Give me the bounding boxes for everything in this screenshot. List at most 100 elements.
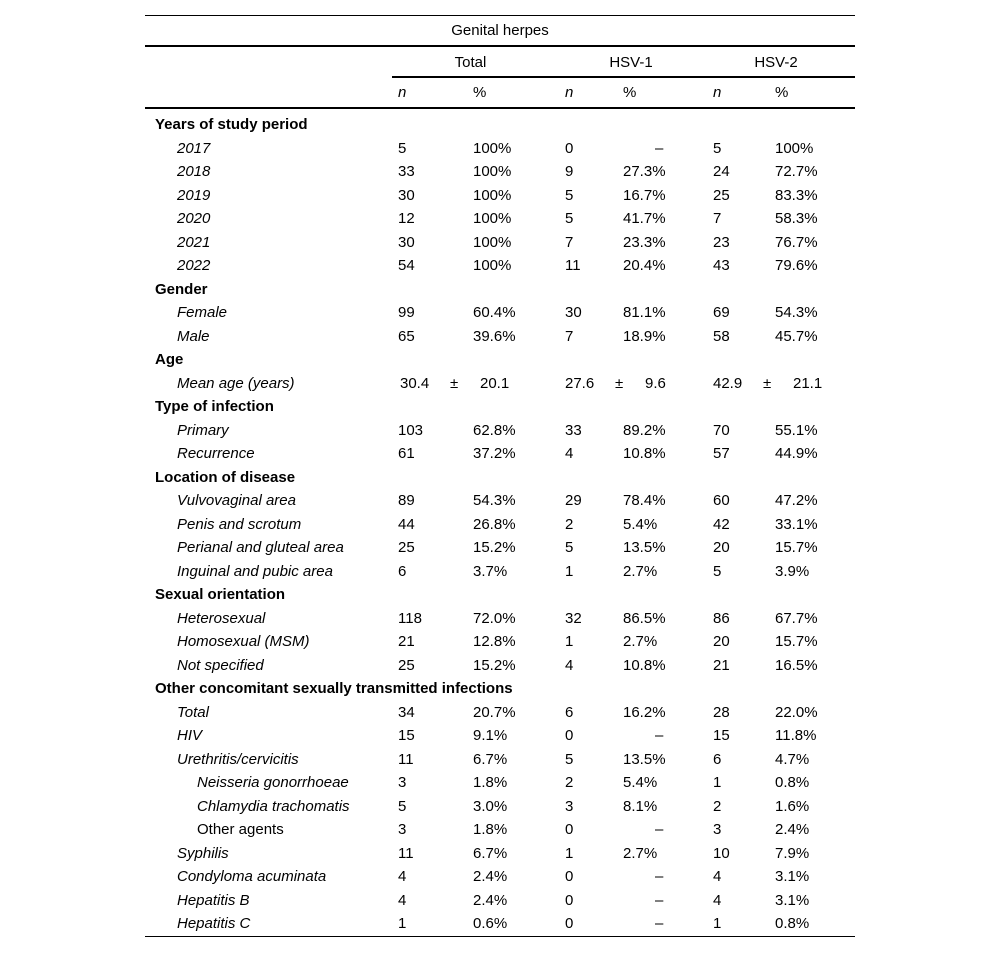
n-value: 20 [713,539,730,557]
study-characteristics-table: Genital herpes Total HSV-1 HSV-2 n % n %… [145,15,855,937]
pct-value: 41.7% [623,210,666,228]
n-value: 7 [565,233,574,251]
n-value: 5 [565,539,574,557]
pct-value: 16.5% [775,656,818,674]
row-label: 2017 [177,139,211,157]
section-row: Years of study period [145,113,855,137]
pct-value: 3.7% [473,562,508,580]
pct-value: 83.3% [775,186,818,204]
section-label: Other concomitant sexually transmitted i… [155,680,513,698]
n-value: 5 [713,562,722,580]
subheader-pct-total: % [473,84,487,101]
mean-value: 27.6 [565,374,595,392]
pct-value: 3.1% [775,868,810,886]
sd-value: 20.1 [480,374,510,392]
sd-value: 9.6 [645,374,666,392]
n-value: 1 [565,633,574,651]
pct-value: 6.7% [473,844,508,862]
mean-sd-pair: 42.9 ±21.1 [713,375,855,392]
pct-value: – [655,727,664,745]
pct-value: 16.2% [623,703,666,721]
mean-value: 30.4 [400,374,430,392]
n-value: 2 [565,774,574,792]
pct-value: 2.4% [473,891,508,909]
n-value: 6 [565,703,574,721]
row-label: Chlamydia trachomatis [197,797,350,815]
row-label: Homosexual (MSM) [177,633,310,651]
pct-value: 5.4% [623,515,658,533]
row-label: Female [177,304,228,322]
pct-value: 13.5% [623,539,666,557]
section-row: Type of infection [145,395,855,419]
n-value: 4 [713,868,722,886]
n-value: 7 [713,210,722,228]
pct-value: 54.3% [775,304,818,322]
n-value: 21 [713,656,730,674]
pct-value: 100% [473,186,512,204]
row-label: Inguinal and pubic area [177,562,333,580]
pct-value: 16.7% [623,186,666,204]
row-label: Heterosexual [177,609,266,627]
table-row: 2022 54 100% 11 20.4% 43 79.6% [145,254,855,278]
pct-value: 100% [473,257,512,275]
n-value: 86 [713,609,730,627]
row-label: Syphilis [177,844,229,862]
n-value: 25 [713,186,730,204]
n-value: 89 [398,492,415,510]
n-value: 30 [565,304,582,322]
section-row: Gender [145,278,855,302]
mean-sd-pair: 30.4 ±20.1 [392,375,565,392]
n-value: 23 [713,233,730,251]
n-value: 5 [713,139,722,157]
section-row: Sexual orientation [145,583,855,607]
table-row: Heterosexual 118 72.0% 32 86.5% 86 67.7% [145,607,855,631]
table-row: 2019 30 100% 5 16.7% 25 83.3% [145,184,855,208]
pct-value: 13.5% [623,750,666,768]
pct-value: 72.7% [775,163,818,181]
n-value: 20 [713,633,730,651]
pct-value: 5.4% [623,774,658,792]
pct-value: – [655,891,664,909]
pct-value: – [655,915,664,933]
n-value: 9 [565,163,574,181]
subheader-n-hsv1: n [565,84,574,101]
row-label: 2018 [177,163,211,181]
row-label: Neisseria gonorrhoeae [197,774,349,792]
table-row: Condyloma acuminata 4 2.4% 0 – 4 3.1% [145,865,855,889]
table-title-row: Genital herpes [145,16,855,47]
pct-value: 4.7% [775,750,810,768]
pct-value: 60.4% [473,304,516,322]
table-row: Other agents 3 1.8% 0 – 3 2.4% [145,818,855,842]
n-value: 43 [713,257,730,275]
mean-value: 42.9 [713,374,743,392]
n-value: 6 [398,562,407,580]
n-value: 54 [398,257,415,275]
table-row: Syphilis 11 6.7% 1 2.7% 10 7.9% [145,842,855,866]
n-value: 7 [565,327,574,345]
table-row: HIV 15 9.1% 0 – 15 11.8% [145,724,855,748]
pct-value: 3.0% [473,797,508,815]
plus-minus-sign: ± [450,374,459,392]
row-label: Hepatitis C [177,915,251,933]
n-value: 3 [398,821,407,839]
pct-value: 37.2% [473,445,516,463]
n-value: 1 [713,774,722,792]
section-row: Age [145,348,855,372]
n-value: 2 [565,515,574,533]
n-value: 4 [398,891,407,909]
n-value: 118 [398,609,422,627]
pct-value: 6.7% [473,750,508,768]
section-label: Age [155,351,184,369]
pct-value: 39.6% [473,327,516,345]
row-label: Recurrence [177,445,255,463]
row-label: 2022 [177,257,211,275]
n-value: 11 [565,257,581,275]
pct-value: 8.1% [623,797,658,815]
pct-value: 9.1% [473,727,508,745]
pct-value: 20.4% [623,257,666,275]
pct-value: 7.9% [775,844,810,862]
n-value: 0 [565,915,574,933]
n-value: 25 [398,656,415,674]
n-value: 42 [713,515,730,533]
n-value: 1 [398,915,407,933]
